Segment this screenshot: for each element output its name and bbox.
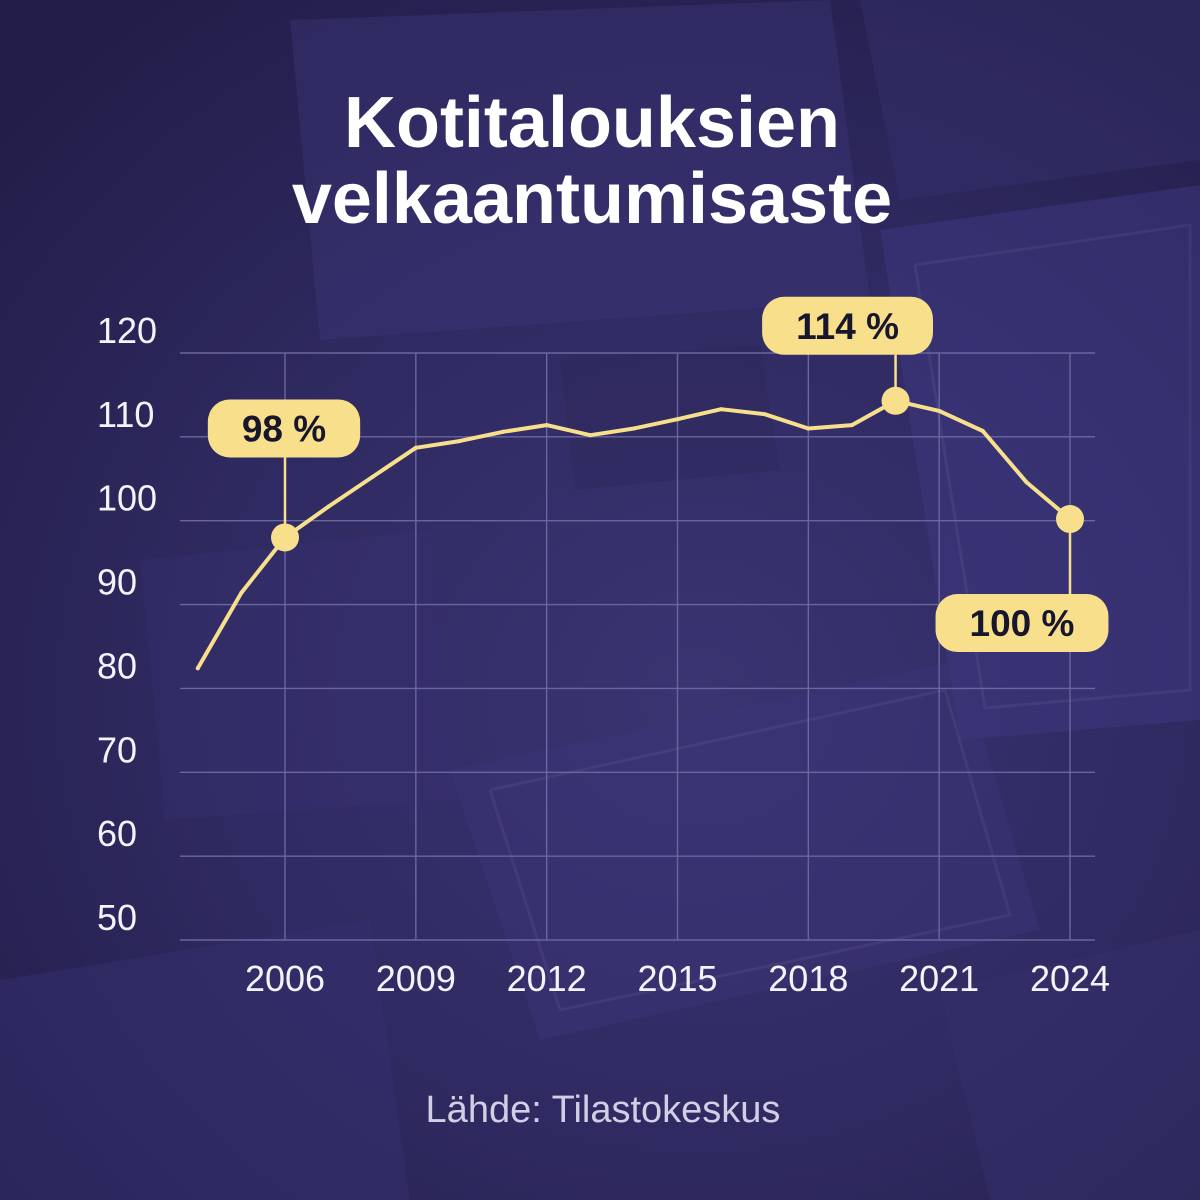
x-axis-labels: 2006 2009 2012 2015 2018 2021 2024 <box>245 958 1110 999</box>
annotation-marker <box>271 523 299 552</box>
data-point <box>501 429 506 434</box>
y-tick-label: 80 <box>97 645 137 686</box>
y-tick-label: 60 <box>97 813 137 854</box>
y-tick-label: 50 <box>97 897 137 938</box>
annotation-callout: 114 % <box>762 296 933 415</box>
y-tick-label: 110 <box>97 394 154 435</box>
annotation-marker <box>1056 505 1084 534</box>
banknote-shape <box>140 530 455 820</box>
data-point <box>544 423 549 428</box>
x-tick-label: 2009 <box>376 958 456 999</box>
banknote-shape <box>860 0 1200 200</box>
banknote-shape <box>290 0 870 340</box>
data-point <box>675 417 680 422</box>
annotation-label: 100 % <box>970 603 1075 644</box>
annotation-callout: 100 % <box>935 505 1109 653</box>
y-tick-label: 100 <box>97 478 157 519</box>
banknote-border <box>488 688 1012 1012</box>
annotation-box <box>207 399 361 458</box>
data-point <box>1024 480 1029 485</box>
x-tick-label: 2012 <box>507 958 587 999</box>
source-note: Lähde: Tilastokeskus <box>425 1089 781 1131</box>
data-point <box>806 426 811 431</box>
x-tick-label: 2006 <box>245 958 325 999</box>
annotation-callout: 98 % <box>207 399 361 552</box>
data-point <box>195 666 200 671</box>
banknote-shape <box>0 920 410 1200</box>
annotation-label: 114 % <box>796 306 899 347</box>
y-tick-label: 70 <box>97 729 137 770</box>
banknote-border <box>913 223 1192 710</box>
x-tick-label: 2015 <box>637 958 717 999</box>
annotation-label: 98 % <box>242 408 326 449</box>
data-point <box>762 412 767 417</box>
data-point <box>588 433 593 438</box>
data-point <box>370 475 375 480</box>
data-point <box>239 590 244 595</box>
x-tick-label: 2024 <box>1030 958 1110 999</box>
data-point <box>326 504 331 509</box>
data-point <box>457 439 462 444</box>
data-point <box>631 426 636 431</box>
chart-title: Kotitalouksien velkaantumisaste <box>291 83 893 239</box>
annotation-box <box>935 594 1109 653</box>
banknote-shape <box>940 930 1200 1200</box>
banknote-shape <box>450 660 1040 1040</box>
x-tick-label: 2021 <box>899 958 979 999</box>
data-point <box>980 429 985 433</box>
y-tick-label: 120 <box>97 310 157 351</box>
y-tick-label: 90 <box>97 562 137 603</box>
data-point <box>719 407 724 412</box>
data-point <box>937 408 942 413</box>
x-tick-label: 2018 <box>768 958 848 999</box>
y-axis-labels: 50 60 70 80 90 100 110 120 <box>97 310 157 938</box>
annotation-box <box>762 296 933 355</box>
banknote-shape <box>560 345 780 490</box>
annotation-marker <box>881 386 910 415</box>
data-point <box>849 423 854 428</box>
data-point <box>413 445 418 450</box>
